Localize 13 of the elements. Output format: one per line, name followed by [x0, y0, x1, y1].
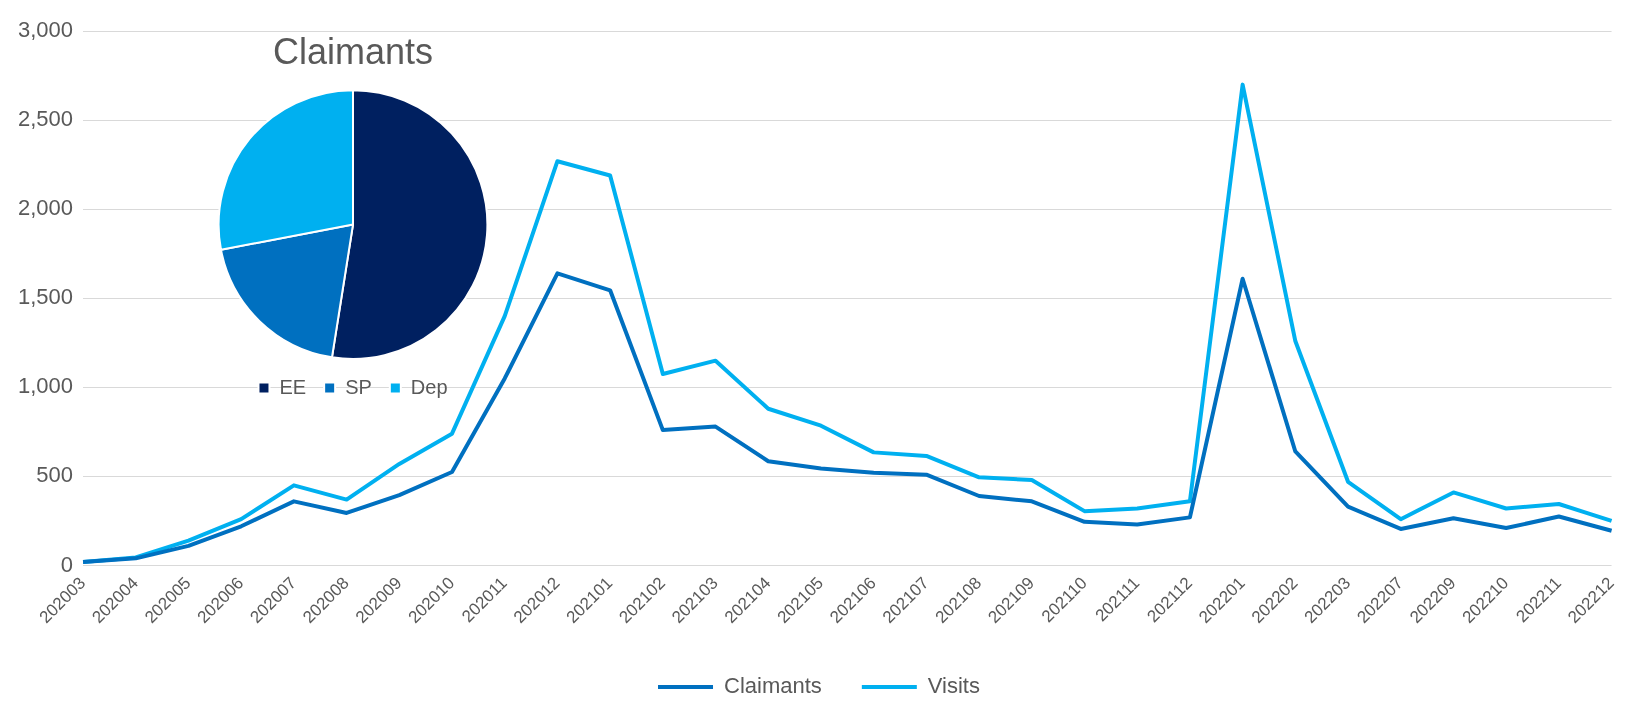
y-tick-label: 500 — [36, 462, 74, 488]
y-tick-label: 2,500 — [17, 106, 74, 132]
legend-label: Claimants — [724, 673, 822, 699]
legend-label: SP — [345, 375, 372, 398]
y-tick-label: 1,000 — [17, 373, 74, 399]
y-tick-label: 2,000 — [17, 195, 74, 221]
legend-label: Visits — [927, 673, 980, 699]
y-tick-label: 3,000 — [17, 17, 74, 43]
chart-title: Claimants — [272, 30, 434, 72]
legend-label: Dep — [410, 375, 448, 398]
legend-label: EE — [279, 375, 307, 398]
y-tick-label: 0 — [60, 551, 74, 577]
y-tick-label: 1,500 — [17, 284, 74, 310]
